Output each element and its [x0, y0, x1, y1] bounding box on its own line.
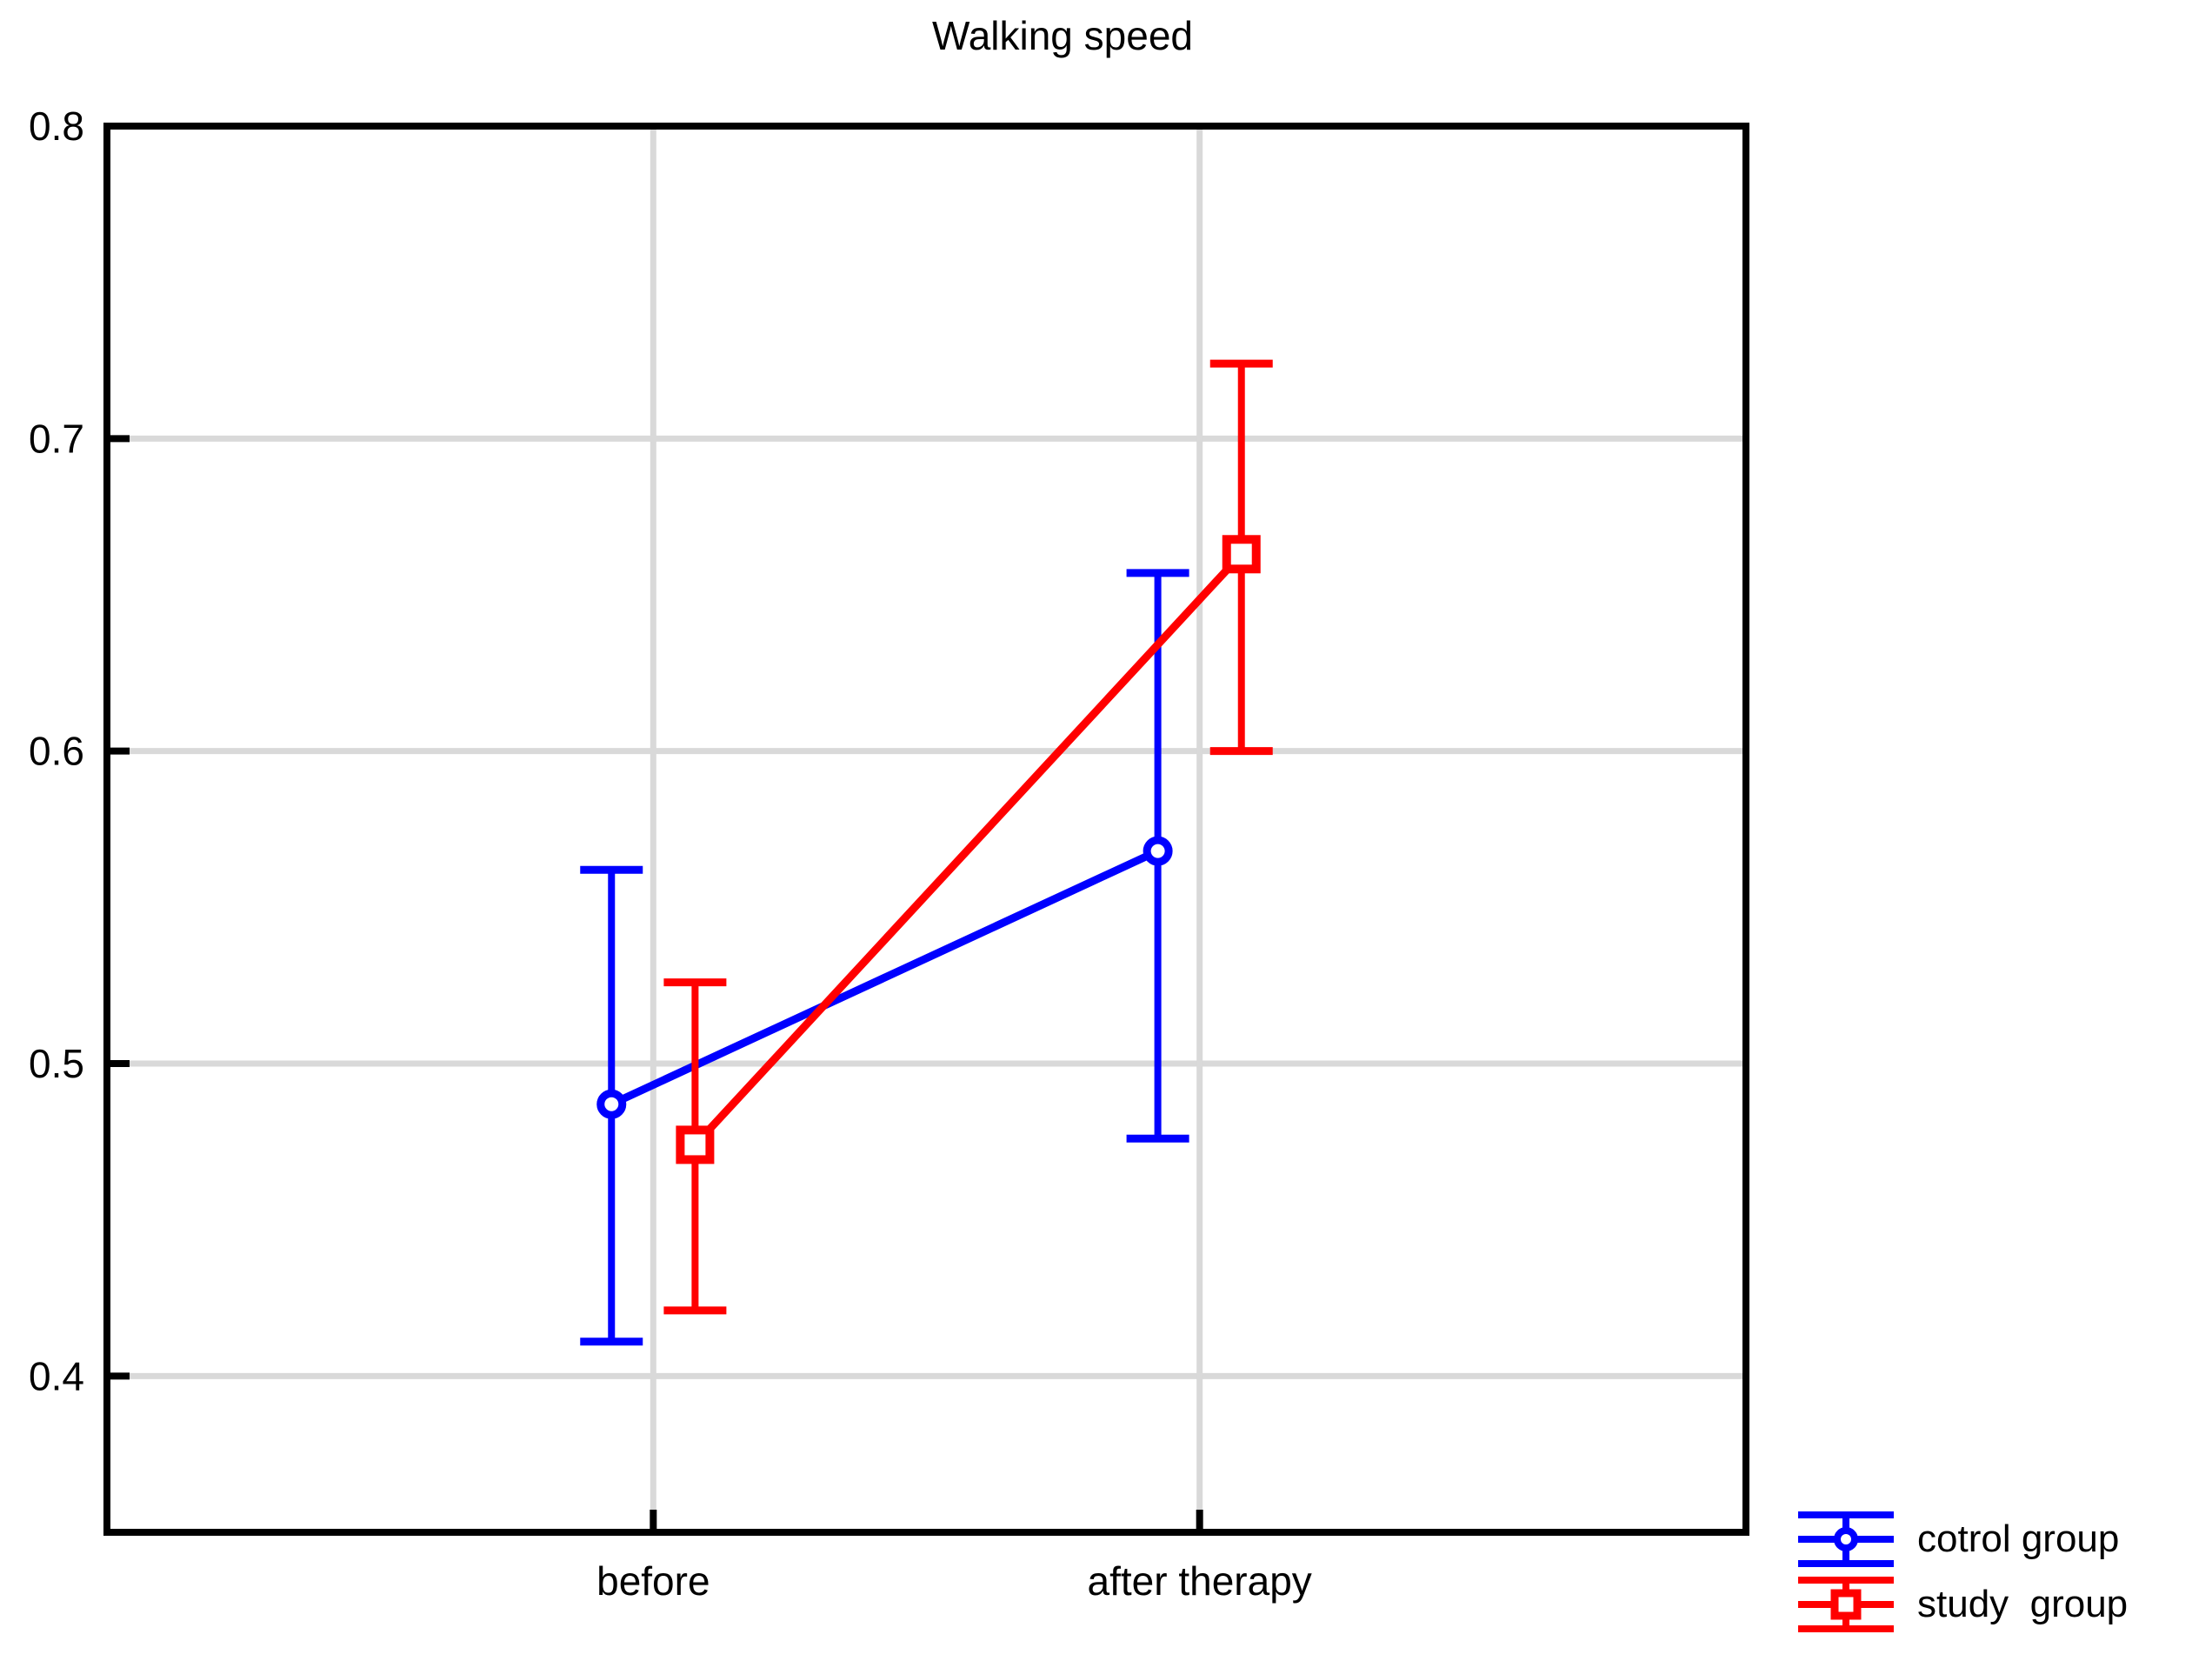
legend-marker-square	[1830, 1589, 1862, 1620]
data-point-circle	[596, 1089, 627, 1119]
plot-frame	[103, 123, 1749, 1536]
series-square	[663, 359, 1273, 1315]
chart-title: Walking speed	[931, 13, 1194, 58]
y-tick-label: 0.8	[29, 103, 84, 149]
y-tick-label: 0.7	[29, 416, 84, 461]
control-group-errorbar-icon	[1798, 1511, 1894, 1567]
legend-label-control-group: cotrol group	[1917, 1518, 2120, 1560]
legend-label-study-group: study group	[1917, 1583, 2129, 1625]
study-group-errorbar-icon	[1798, 1577, 1894, 1632]
y-tick-label: 0.6	[29, 729, 84, 774]
y-tick-label: 0.5	[29, 1041, 84, 1086]
x-category-label: after therapy	[1088, 1558, 1312, 1604]
y-tick-label: 0.4	[29, 1353, 84, 1398]
series-circle	[580, 569, 1189, 1346]
data-point-square	[1222, 535, 1261, 574]
data-point-circle	[1143, 836, 1173, 866]
legend-item-control-group: cotrol group	[1798, 1511, 2128, 1568]
x-category-label: before	[596, 1558, 710, 1604]
series-line	[610, 847, 1160, 1108]
legend: cotrol group study group	[1798, 1511, 2128, 1633]
series-line	[692, 551, 1245, 1148]
legend-marker-circle	[1834, 1527, 1858, 1551]
data-point-square	[676, 1125, 715, 1164]
legend-item-study-group: study group	[1798, 1576, 2128, 1633]
